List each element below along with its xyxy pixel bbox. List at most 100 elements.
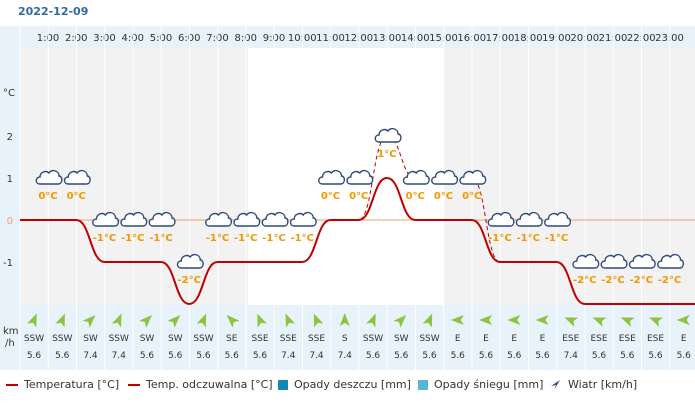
wind-arrow-icon <box>535 315 549 325</box>
temp-label: -1°C <box>291 233 314 244</box>
wind-speed-label: 7.4 <box>309 351 324 361</box>
cloud-icon <box>374 127 402 143</box>
cloud-icon <box>233 211 261 227</box>
wind-direction-label: SSW <box>419 334 439 344</box>
cloud-shape <box>233 211 261 227</box>
cloud-icon <box>148 211 176 227</box>
wind-speed-label: 7.4 <box>564 351 579 361</box>
wind-arrow-icon <box>592 317 607 327</box>
wind-speed-label: 5.6 <box>422 351 437 361</box>
wind-unit-label: /h <box>5 338 15 349</box>
wind-direction-label: SW <box>140 334 155 344</box>
wind-arrow-icon <box>649 317 663 327</box>
cloud-icon <box>487 211 515 227</box>
wind-unit-label: km <box>3 326 19 337</box>
temp-label: 0°C <box>38 191 57 202</box>
wind-speed-label: 5.6 <box>535 351 550 361</box>
wind-direction-label: SSE <box>280 334 297 344</box>
temp-label: -1°C <box>234 233 257 244</box>
wind-arrow-shape <box>535 315 549 325</box>
wind-arrow-shape <box>27 313 37 328</box>
wind-arrow-icon <box>27 313 37 328</box>
wind-arrow-icon <box>366 313 376 328</box>
legend: Temperatura [°C] Temp. odczuwalna [°C] O… <box>0 372 695 398</box>
temp-label: 0°C <box>349 191 368 202</box>
temp-label: 0°C <box>434 191 453 202</box>
cloud-shape <box>374 127 402 143</box>
cloud-shape <box>63 169 91 185</box>
cloud-shape <box>657 253 685 269</box>
cloud-shape <box>600 253 628 269</box>
wind-arrow-icon <box>450 315 464 325</box>
wind-speed-label: 7.4 <box>112 351 127 361</box>
wind-direction-label: SW <box>168 334 183 344</box>
wind-speed-label: 7.4 <box>83 351 98 361</box>
temp-label: -1°C <box>206 233 229 244</box>
cloud-icon <box>120 211 148 227</box>
cloud-icon <box>92 211 120 227</box>
cloud-shape <box>431 169 459 185</box>
wind-arrow-icon <box>479 315 492 325</box>
wind-speed-label: 5.6 <box>140 351 155 361</box>
cloud-shape <box>459 169 487 185</box>
cloud-icon <box>346 169 374 185</box>
wind-speed-label: 5.6 <box>168 351 183 361</box>
y-axis-unit: °C <box>3 88 15 99</box>
wind-arrow-icon <box>167 315 181 328</box>
cloud-shape <box>35 169 63 185</box>
cloud-shape <box>289 211 317 227</box>
cloud-icon <box>600 253 628 269</box>
wind-arrow-shape <box>167 315 181 328</box>
legend-rain-label: Opady deszczu [mm] <box>294 378 411 391</box>
wind-arrow-icon <box>564 317 579 327</box>
wind-direction-label: SSE <box>251 334 268 344</box>
wind-arrow-shape <box>422 313 433 328</box>
wind-speed-label: 5.6 <box>479 351 494 361</box>
wind-arrow-icon <box>422 313 433 328</box>
temp-label: -2°C <box>630 275 653 286</box>
wind-arrow-icon <box>55 313 65 328</box>
cloud-icon <box>205 211 233 227</box>
temp-label: -1°C <box>517 233 540 244</box>
cloud-icon <box>261 211 289 227</box>
wind-arrow-icon <box>551 379 560 390</box>
legend-feels-like: Temp. odczuwalna [°C] <box>128 378 273 391</box>
wind-arrow-shape <box>592 317 607 327</box>
wind-direction-label: E <box>540 334 546 344</box>
wind-arrow-icon <box>676 315 690 325</box>
wind-arrow-icon <box>111 313 122 328</box>
temperature-line <box>20 176 695 306</box>
wind-speed-label: 7.4 <box>281 351 296 361</box>
wind-speed-label: 5.6 <box>253 351 268 361</box>
temp-label: 0°C <box>67 191 86 202</box>
wind-arrow-icon <box>339 313 350 326</box>
cloud-icon <box>63 169 91 185</box>
cloud-shape <box>572 253 600 269</box>
temp-label: -1°C <box>488 233 511 244</box>
temp-label: -1°C <box>545 233 568 244</box>
hour-header <box>20 26 695 48</box>
wind-speed-label: 5.6 <box>677 351 692 361</box>
wind-arrow-icon <box>139 315 152 328</box>
cloud-icon <box>544 211 572 227</box>
cloud-shape <box>176 253 204 269</box>
legend-snow-label: Opady śniegu [mm] <box>434 378 544 391</box>
wind-arrow-icon <box>196 313 207 328</box>
wind-direction-label: ESE <box>562 334 579 344</box>
legend-wind-label: Wiatr [km/h] <box>568 378 638 391</box>
wind-speed-label: 5.6 <box>55 351 70 361</box>
cloud-icon <box>318 169 346 185</box>
wind-speed-label: 7.4 <box>338 351 353 361</box>
legend-wind: Wiatr [km/h] <box>550 378 637 391</box>
legend-temperature: Temperatura [°C] <box>6 378 119 391</box>
cloud-shape <box>261 211 289 227</box>
wind-arrow-icon <box>226 315 240 328</box>
legend-rain: Opady deszczu [mm] <box>278 378 411 391</box>
wind-arrow-shape <box>564 317 579 327</box>
wind-direction-label: ESE <box>647 334 664 344</box>
wind-direction-label: ESE <box>619 334 636 344</box>
cloud-shape <box>628 253 656 269</box>
wind-arrow-icon <box>285 313 296 328</box>
cloud-icon <box>431 169 459 185</box>
wind-arrow-shape <box>196 313 207 328</box>
